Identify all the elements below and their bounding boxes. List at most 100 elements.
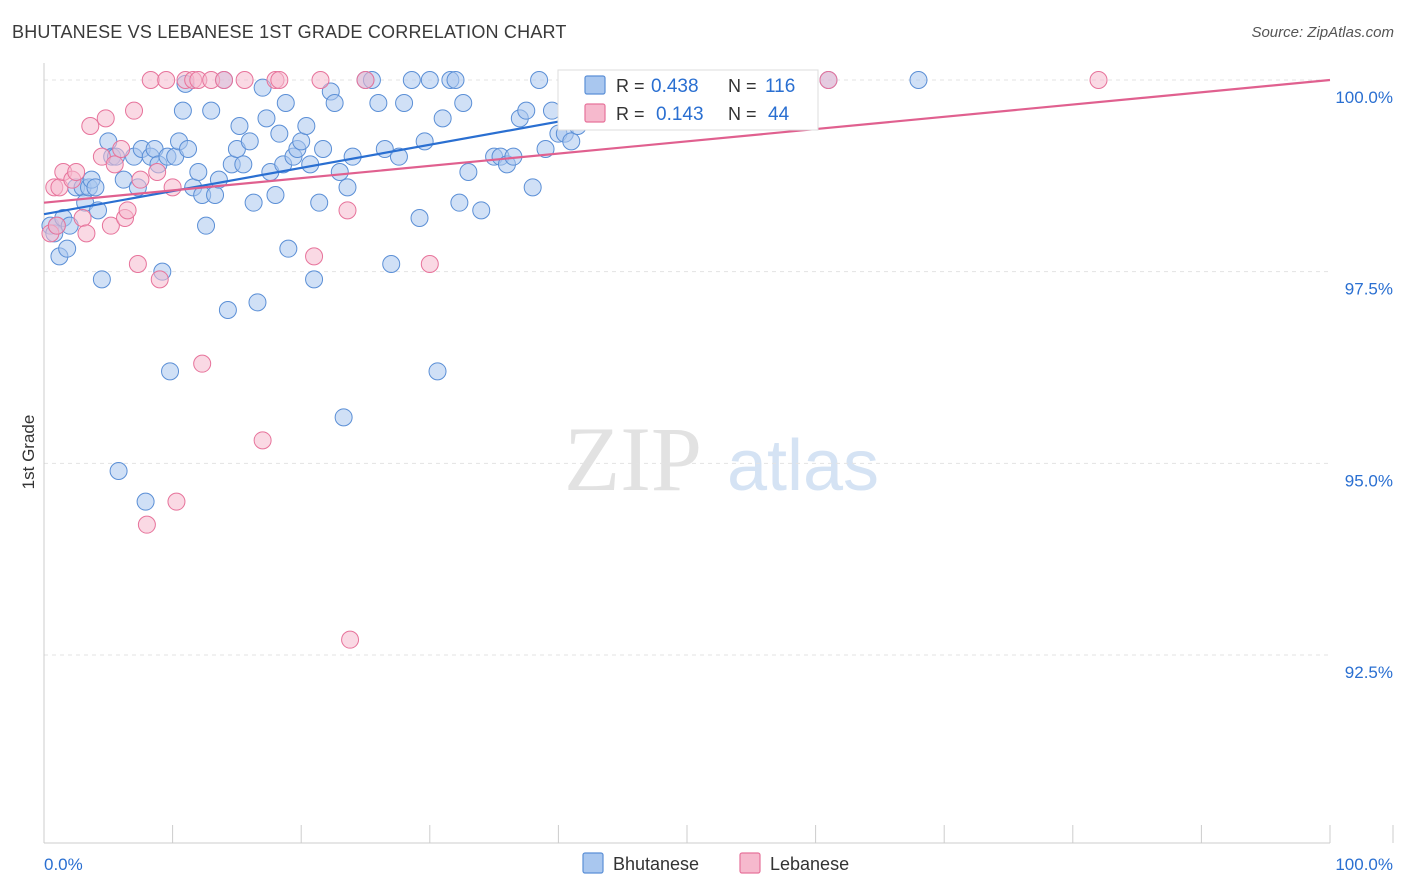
bhutanese-point xyxy=(433,109,452,128)
bhutanese-point xyxy=(305,270,324,289)
lebanese-point xyxy=(163,178,182,197)
bhutanese-point xyxy=(248,293,267,312)
bhutanese-point xyxy=(310,193,329,212)
bhutanese-point xyxy=(218,301,237,319)
lebanese-point xyxy=(131,170,150,189)
bhutanese-point xyxy=(536,140,555,158)
lebanese-point xyxy=(125,101,144,120)
bhutanese-point xyxy=(189,163,208,181)
y-tick-label: 92.5% xyxy=(1345,663,1393,682)
legend-n-label: N = xyxy=(728,104,757,124)
lebanese-point xyxy=(235,71,254,89)
legend-r-label: R = xyxy=(616,76,645,96)
lebanese-point xyxy=(73,209,92,227)
x-tick-label: 0.0% xyxy=(44,855,83,874)
bhutanese-point xyxy=(338,178,357,197)
source-credit: Source: ZipAtlas.com xyxy=(1251,24,1394,41)
bhutanese-point xyxy=(270,124,289,143)
bhutanese-point xyxy=(395,94,414,112)
bhutanese-point xyxy=(459,163,478,181)
watermark-zip: ZIP xyxy=(564,408,702,510)
legend-n-label: N = xyxy=(728,76,757,96)
bhutanese-point xyxy=(420,71,439,89)
bhutanese-point xyxy=(402,71,421,89)
bhutanese-point xyxy=(86,178,105,197)
bhutanese-point xyxy=(92,270,111,289)
legend-n-value: 116 xyxy=(765,76,795,97)
lebanese-point xyxy=(112,140,131,158)
bhutanese-point xyxy=(325,94,344,112)
lebanese-point xyxy=(215,71,234,89)
bhutanese-point xyxy=(330,163,349,181)
lebanese-point xyxy=(101,216,120,235)
stats-legend: R = 0.438 N = 116 R = 0.143 N = 44 xyxy=(557,69,819,131)
lebanese-point xyxy=(193,354,212,373)
bhutanese-point xyxy=(234,155,253,174)
lebanese-point xyxy=(67,163,86,181)
bhutanese-point xyxy=(389,147,408,166)
bhutanese-point xyxy=(410,209,429,227)
series-legend: Bhutanese Lebanese xyxy=(582,852,849,874)
bhutanese-point xyxy=(202,101,221,120)
bhutanese-point xyxy=(369,94,388,112)
legend-swatch-bhutanese xyxy=(582,852,604,874)
bhutanese-point xyxy=(428,362,447,381)
data-points xyxy=(41,71,1108,649)
bhutanese-point xyxy=(297,117,316,135)
legend-r-value: 0.143 xyxy=(656,104,704,125)
lebanese-point xyxy=(356,71,375,89)
x-tick-label: 100.0% xyxy=(1335,855,1393,874)
lebanese-point xyxy=(137,515,156,534)
lebanese-point xyxy=(157,71,176,89)
bhutanese-point xyxy=(314,140,333,158)
bhutanese-point xyxy=(523,178,542,197)
lebanese-point xyxy=(81,117,100,135)
bhutanese-point xyxy=(517,101,536,120)
bhutanese-point xyxy=(161,362,180,381)
y-tick-label: 95.0% xyxy=(1345,471,1393,490)
lebanese-point xyxy=(77,224,96,243)
y-axis-title: 1st Grade xyxy=(19,415,38,490)
lebanese-point xyxy=(150,270,169,289)
bhutanese-point xyxy=(173,101,192,120)
bhutanese-point xyxy=(109,462,128,480)
lebanese-point xyxy=(47,216,66,235)
legend-label-lebanese: Lebanese xyxy=(770,854,849,874)
bhutanese-point xyxy=(382,255,401,273)
lebanese-point xyxy=(338,201,357,220)
bhutanese-point xyxy=(909,71,928,89)
lebanese-point xyxy=(270,71,289,89)
bhutanese-point xyxy=(58,239,77,258)
legend-swatch-lebanese xyxy=(584,103,606,123)
bhutanese-point xyxy=(136,492,155,511)
bhutanese-point xyxy=(446,71,465,89)
lebanese-point xyxy=(105,155,124,174)
bhutanese-point xyxy=(530,71,549,89)
legend-r-value: 0.438 xyxy=(651,76,699,97)
lebanese-point xyxy=(305,247,324,266)
lebanese-trend-line xyxy=(43,78,1331,204)
lebanese-point xyxy=(819,71,838,89)
bhutanese-point xyxy=(279,239,298,258)
y-tick-label: 97.5% xyxy=(1345,280,1393,299)
lebanese-point xyxy=(341,630,360,649)
lebanese-point xyxy=(96,109,115,128)
bhutanese-point xyxy=(292,132,311,151)
lebanese-point xyxy=(253,431,272,450)
legend-swatch-lebanese xyxy=(739,852,761,874)
lebanese-point xyxy=(128,255,147,273)
legend-swatch-bhutanese xyxy=(584,75,606,95)
axes: 100.0% 97.5% 95.0% 92.5% 0.0% 100.0% xyxy=(43,63,1394,874)
bhutanese-point xyxy=(179,140,198,158)
lebanese-point xyxy=(148,163,167,181)
lebanese-point xyxy=(1089,71,1108,89)
lebanese-point xyxy=(141,71,160,89)
lebanese-point xyxy=(420,255,439,273)
watermark-atlas: atlas xyxy=(727,426,879,506)
lebanese-point xyxy=(167,492,186,511)
bhutanese-point xyxy=(244,193,263,212)
bhutanese-point xyxy=(472,201,491,220)
bhutanese-point xyxy=(276,94,295,112)
bhutanese-point xyxy=(450,193,469,212)
